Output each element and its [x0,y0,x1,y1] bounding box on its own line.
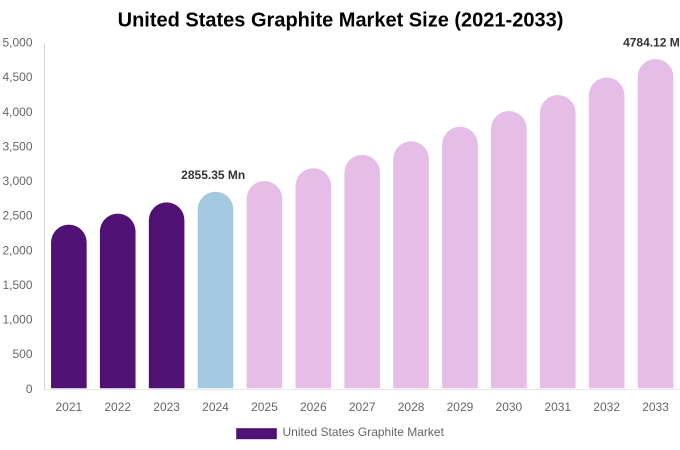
svg-text:500: 500 [12,347,32,361]
svg-text:2021: 2021 [55,400,82,414]
svg-text:0: 0 [26,382,33,396]
svg-text:2024: 2024 [202,400,229,414]
svg-text:4,000: 4,000 [2,105,32,119]
svg-text:2029: 2029 [447,400,474,414]
svg-text:United States Graphite Market: United States Graphite Market Size (2021… [118,10,564,32]
svg-text:United States Graphite Market: United States Graphite Market [283,425,445,439]
svg-text:2030: 2030 [496,400,523,414]
svg-text:2028: 2028 [398,400,425,414]
svg-text:2025: 2025 [251,400,278,414]
svg-text:3,500: 3,500 [2,139,32,153]
svg-text:4784.12 Mn: 4784.12 Mn [623,36,680,50]
svg-text:2027: 2027 [349,400,376,414]
svg-text:4,500: 4,500 [2,70,32,84]
svg-text:2023: 2023 [153,400,180,414]
svg-text:5,000: 5,000 [2,36,32,50]
svg-text:1,000: 1,000 [2,313,32,327]
svg-text:2032: 2032 [593,400,620,414]
svg-text:1,500: 1,500 [2,278,32,292]
svg-text:2022: 2022 [104,400,131,414]
svg-text:2033: 2033 [642,400,669,414]
svg-text:2031: 2031 [544,400,571,414]
svg-text:2,000: 2,000 [2,243,32,257]
svg-text:2855.35 Mn: 2855.35 Mn [181,168,245,182]
svg-text:3,000: 3,000 [2,174,32,188]
svg-text:2,500: 2,500 [2,209,32,223]
svg-text:2026: 2026 [300,400,327,414]
